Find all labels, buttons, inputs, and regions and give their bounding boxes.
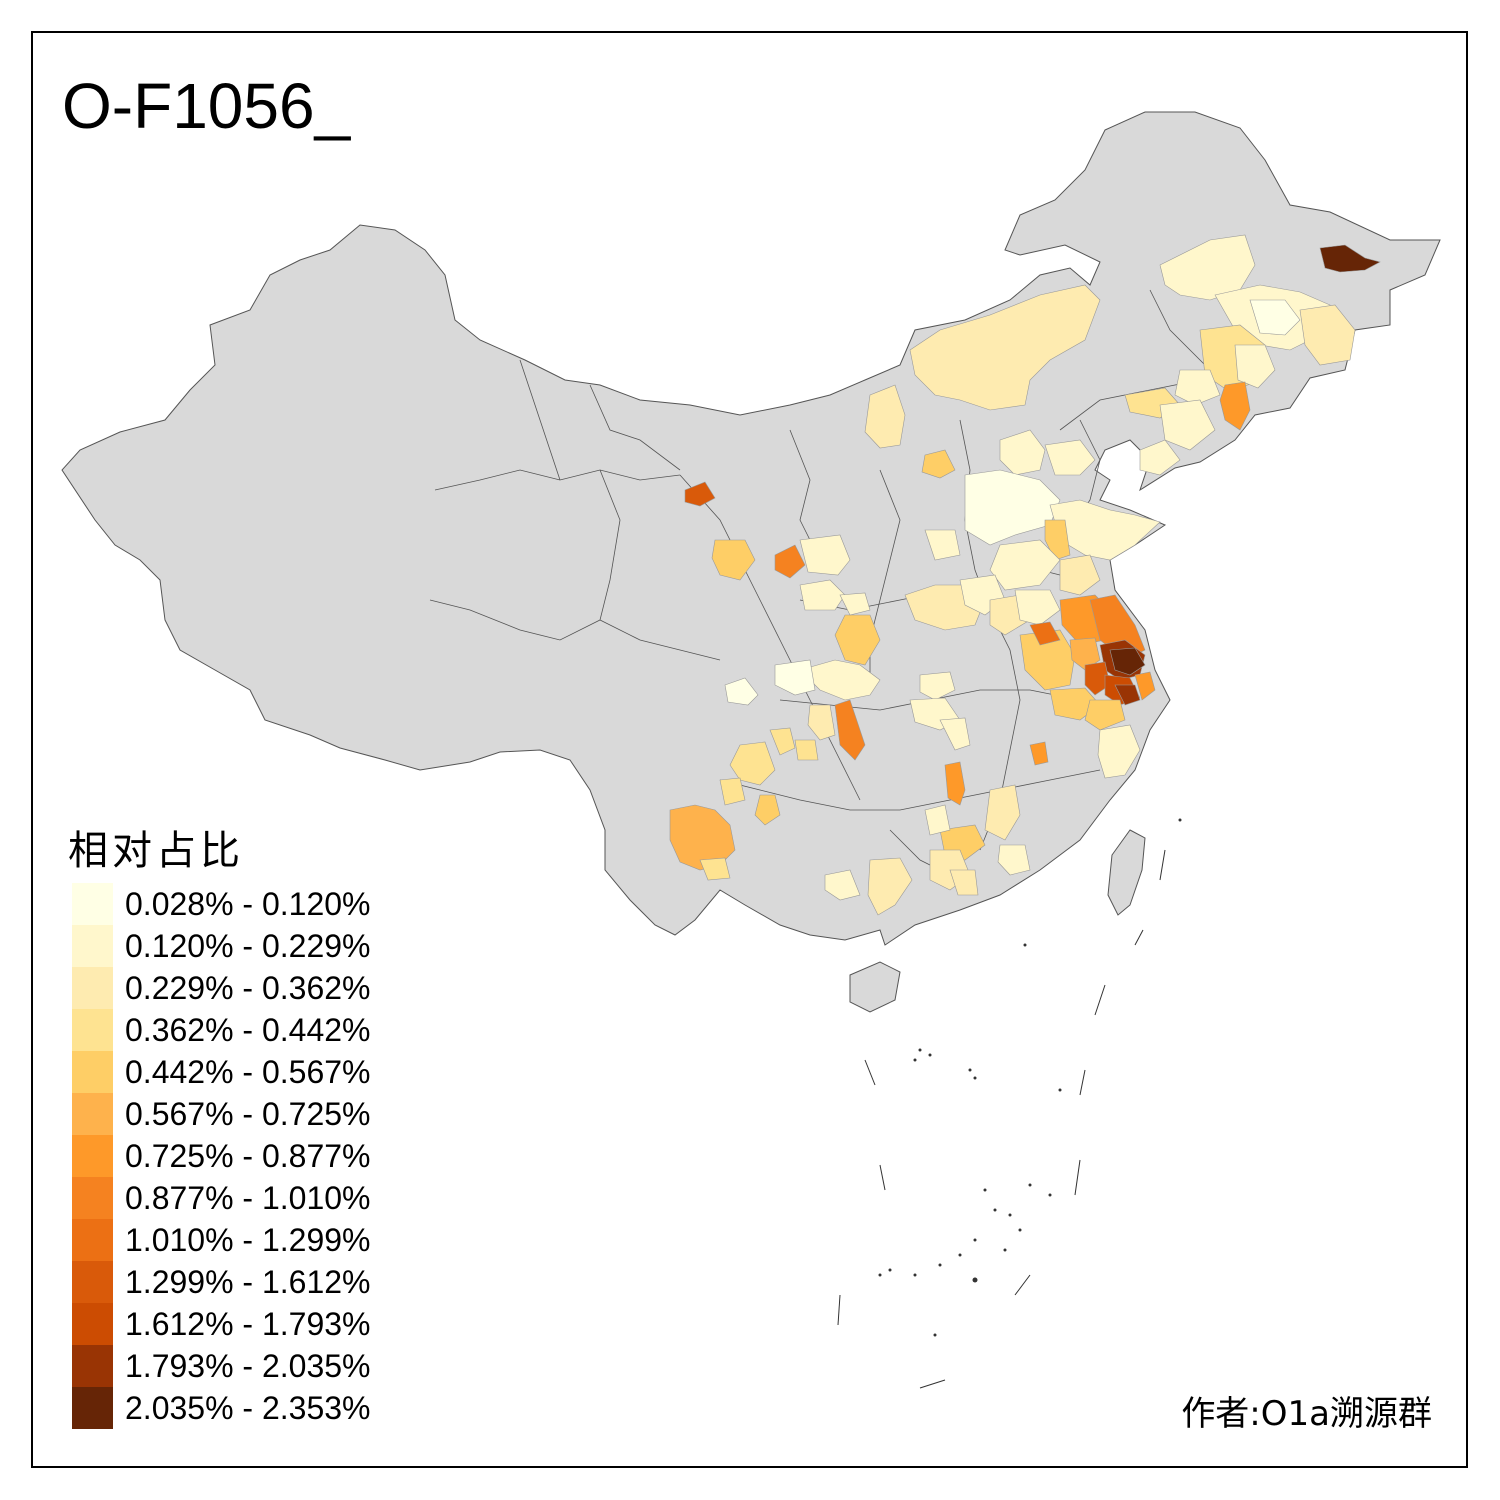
legend-swatch (72, 1051, 113, 1093)
legend-label: 0.877% - 1.010% (125, 1180, 371, 1216)
island-dots (878, 818, 1182, 1337)
legend-label: 0.229% - 0.362% (125, 970, 371, 1006)
legend-label: 0.028% - 0.120% (125, 886, 371, 922)
map-title: O-F1056_ (62, 70, 351, 142)
china-landmass (61, 111, 1441, 946)
legend-swatch (72, 1177, 113, 1219)
legend-label: 1.010% - 1.299% (125, 1222, 371, 1258)
legend-swatch (72, 883, 113, 925)
legend-swatch (72, 1261, 113, 1303)
legend-title: 相对占比 (68, 828, 244, 874)
author-credit: 作者:O1a溯源群 (1181, 1394, 1432, 1434)
taiwan-island (1107, 829, 1146, 916)
legend-swatch (72, 1219, 113, 1261)
legend-swatch (72, 1303, 113, 1345)
legend-label: 0.725% - 0.877% (125, 1138, 371, 1174)
hainan-island (849, 961, 901, 1013)
legend-swatch (72, 967, 113, 1009)
legend-label: 2.035% - 2.353% (125, 1390, 371, 1426)
legend-swatch (72, 1135, 113, 1177)
map-frame (31, 31, 1468, 1468)
legend-label: 0.362% - 0.442% (125, 1012, 371, 1048)
legend-label: 1.299% - 1.612% (125, 1264, 371, 1300)
legend-label: 1.793% - 2.035% (125, 1348, 371, 1384)
legend-swatch (72, 1093, 113, 1135)
south-china-sea-islands (837, 849, 1166, 1389)
data-regions (669, 234, 1381, 916)
legend-label: 1.612% - 1.793% (125, 1306, 371, 1342)
legend-label: 0.567% - 0.725% (125, 1096, 371, 1132)
legend-swatch (72, 925, 113, 967)
legend-swatch (72, 1387, 113, 1429)
legend-swatch (72, 1345, 113, 1387)
legend-label: 0.442% - 0.567% (125, 1054, 371, 1090)
legend-label: 0.120% - 0.229% (125, 928, 371, 964)
legend-swatch (72, 1009, 113, 1051)
